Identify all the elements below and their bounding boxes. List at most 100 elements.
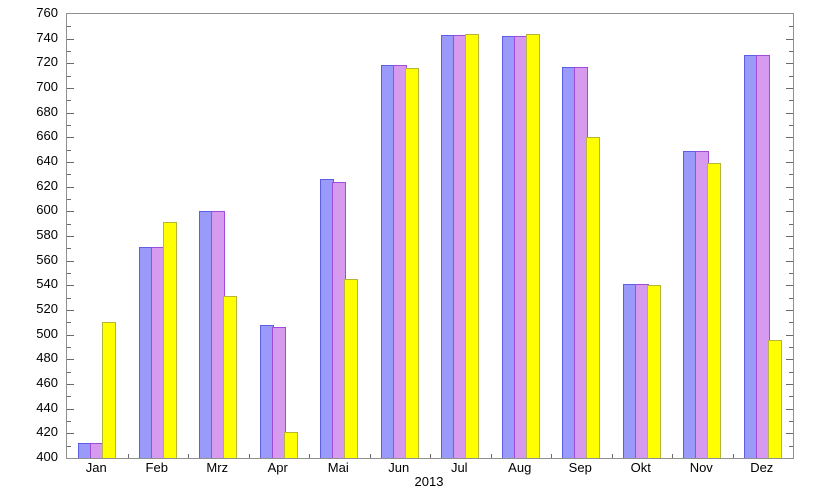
y-tick-label: 580 bbox=[36, 227, 58, 242]
bar-group-aug bbox=[491, 14, 552, 458]
bar-series-yellow-mai bbox=[344, 279, 359, 458]
y-major-tick bbox=[786, 285, 793, 287]
y-minor-tick bbox=[789, 199, 793, 200]
y-major-tick bbox=[67, 186, 74, 188]
y-minor-tick bbox=[789, 75, 793, 77]
y-minor-tick bbox=[789, 174, 793, 176]
y-major-tick bbox=[67, 38, 74, 40]
y-tick-label: 660 bbox=[36, 128, 58, 144]
y-minor-tick bbox=[67, 26, 71, 28]
y-major-tick bbox=[67, 137, 74, 139]
y-major-tick bbox=[786, 63, 793, 65]
bar-series-yellow-okt bbox=[646, 285, 661, 458]
bar-series-yellow-aug bbox=[525, 33, 540, 458]
bar-series-yellow-jan bbox=[102, 322, 117, 458]
y-major-tick bbox=[786, 137, 793, 139]
y-minor-tick bbox=[67, 174, 71, 176]
y-tick-label: 720 bbox=[36, 54, 58, 70]
bar-series-yellow-sep bbox=[586, 137, 601, 458]
y-major-tick bbox=[67, 112, 74, 114]
x-minor-tick bbox=[491, 454, 492, 458]
x-minor-tick bbox=[249, 454, 250, 458]
x-minor-tick bbox=[672, 454, 673, 458]
y-minor-tick bbox=[789, 149, 793, 151]
y-minor-tick bbox=[789, 347, 793, 348]
x-minor-tick bbox=[430, 454, 431, 458]
y-major-tick bbox=[67, 384, 74, 385]
y-major-tick bbox=[67, 63, 74, 65]
bar-group-nov bbox=[672, 14, 733, 458]
y-minor-tick bbox=[789, 371, 793, 373]
x-tick-label-mai: Mai bbox=[327, 460, 349, 475]
y-tick-label: 460 bbox=[36, 375, 58, 390]
y-tick-label: 640 bbox=[36, 153, 58, 168]
bar-series-yellow-apr bbox=[283, 432, 298, 458]
bar-group-mai bbox=[309, 14, 370, 458]
bar-series-yellow-nov bbox=[707, 163, 722, 458]
y-major-tick bbox=[786, 359, 793, 361]
y-minor-tick bbox=[67, 125, 71, 126]
bar-group-jun bbox=[370, 14, 431, 458]
y-tick-label: 740 bbox=[36, 29, 58, 45]
y-minor-tick bbox=[67, 51, 71, 52]
y-major-tick bbox=[67, 310, 74, 311]
y-minor-tick bbox=[789, 273, 793, 274]
y-major-tick bbox=[786, 186, 793, 188]
y-tick-label: 600 bbox=[36, 202, 58, 218]
bar-group-feb bbox=[128, 14, 189, 458]
x-tick-label-mrz: Mrz bbox=[206, 460, 229, 475]
y-major-tick bbox=[786, 112, 793, 114]
bar-series-yellow-mrz bbox=[223, 296, 238, 458]
y-tick-label: 420 bbox=[36, 424, 58, 440]
y-major-tick bbox=[67, 359, 74, 361]
y-minor-tick bbox=[67, 223, 71, 225]
x-tick-label-okt: Okt bbox=[630, 460, 651, 475]
y-major-tick bbox=[67, 334, 74, 336]
y-minor-tick bbox=[67, 445, 71, 447]
y-minor-tick bbox=[67, 199, 71, 200]
y-minor-tick bbox=[67, 100, 71, 102]
y-minor-tick bbox=[789, 297, 793, 299]
y-major-tick bbox=[786, 334, 793, 336]
x-tick-label-jun: Jun bbox=[388, 460, 410, 475]
y-minor-tick bbox=[789, 26, 793, 28]
y-tick-label: 500 bbox=[36, 325, 58, 341]
y-tick-label: 440 bbox=[36, 399, 58, 415]
y-minor-tick bbox=[67, 421, 71, 422]
y-minor-tick bbox=[789, 445, 793, 447]
bar-group-apr bbox=[249, 14, 310, 458]
x-tick-label-jan: Jan bbox=[85, 460, 107, 475]
y-minor-tick bbox=[67, 396, 71, 398]
y-major-tick bbox=[786, 384, 793, 385]
y-tick-label: 680 bbox=[36, 103, 58, 119]
y-major-tick bbox=[67, 285, 74, 287]
y-minor-tick bbox=[789, 421, 793, 422]
bar-series-purple-apr bbox=[271, 327, 286, 458]
y-minor-tick bbox=[67, 322, 71, 324]
y-major-tick bbox=[786, 260, 793, 262]
y-major-tick bbox=[67, 88, 74, 89]
x-minor-tick bbox=[370, 454, 371, 458]
y-tick-label: 520 bbox=[36, 301, 58, 316]
y-major-tick bbox=[67, 162, 74, 163]
bar-group-jan bbox=[67, 14, 128, 458]
x-minor-tick bbox=[309, 454, 310, 458]
y-tick-label: 700 bbox=[36, 79, 58, 94]
y-tick-label: 400 bbox=[36, 449, 58, 464]
plot-area bbox=[66, 13, 794, 459]
x-tick-label-dez: Dez bbox=[750, 460, 774, 475]
y-major-tick bbox=[786, 236, 793, 237]
y-tick-label: 560 bbox=[36, 251, 58, 267]
y-minor-tick bbox=[789, 223, 793, 225]
y-tick-label: 540 bbox=[36, 276, 58, 292]
y-major-tick bbox=[67, 260, 74, 262]
bar-series-yellow-feb bbox=[162, 222, 177, 458]
bar-group-sep bbox=[551, 14, 612, 458]
y-tick-label: 480 bbox=[36, 350, 58, 366]
x-minor-tick bbox=[128, 454, 129, 458]
y-minor-tick bbox=[67, 248, 71, 250]
y-minor-tick bbox=[67, 273, 71, 274]
bar-group-dez bbox=[733, 14, 794, 458]
y-major-tick bbox=[67, 211, 74, 213]
